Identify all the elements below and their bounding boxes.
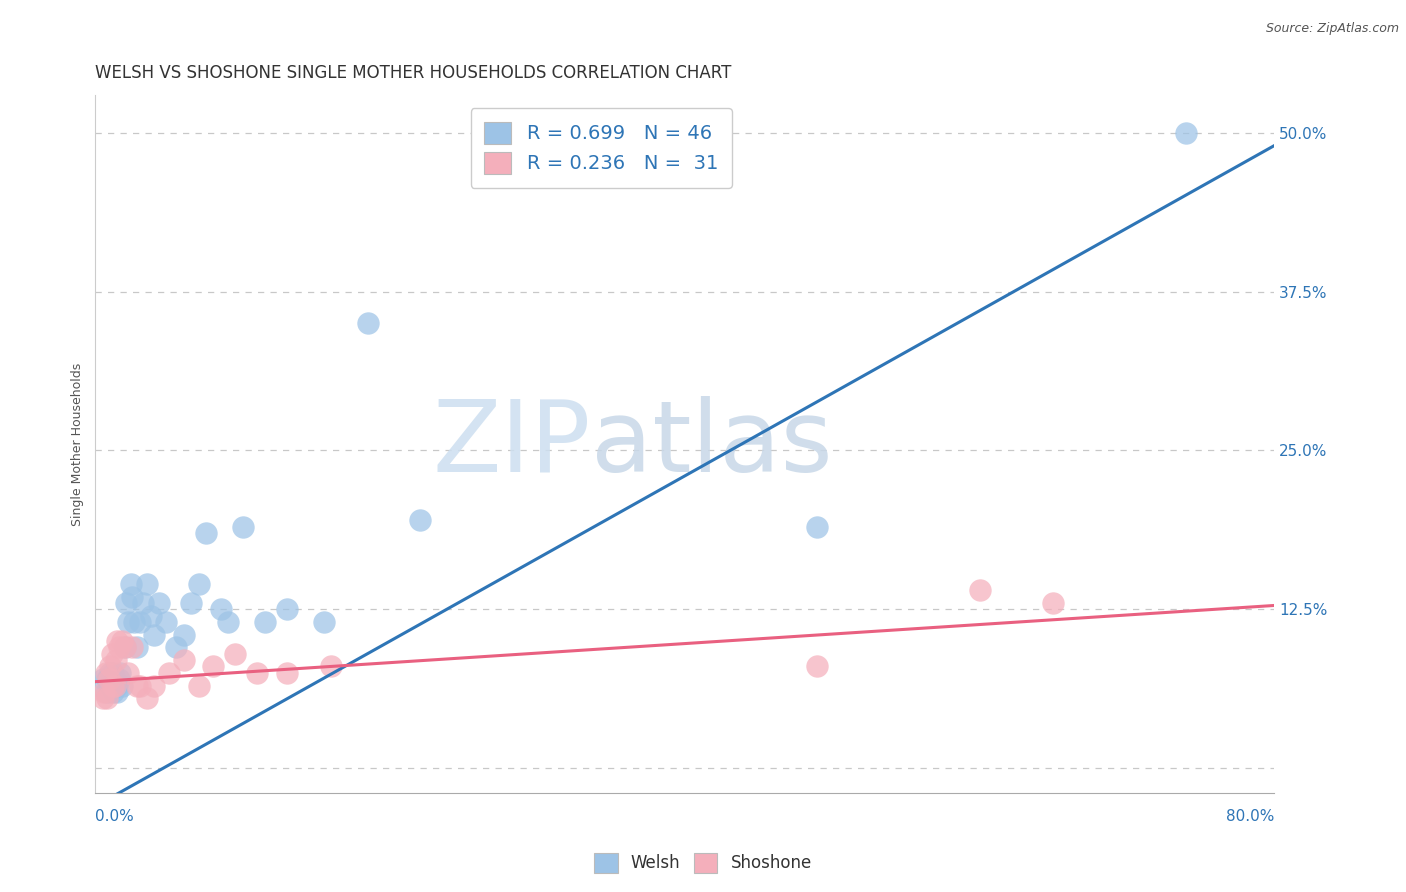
Point: [110, 665, 132, 680]
Point: [103, 672, 125, 686]
Point: [100, 679, 122, 693]
Point: [101, 685, 124, 699]
Point: [209, 602, 232, 616]
Point: [94, 665, 117, 680]
Point: [357, 317, 380, 331]
Point: [107, 679, 129, 693]
Legend: Welsh, Shoshone: Welsh, Shoshone: [588, 847, 818, 880]
Point: [253, 615, 276, 629]
Point: [246, 665, 269, 680]
Point: [128, 615, 150, 629]
Point: [157, 665, 180, 680]
Point: [128, 679, 150, 693]
Point: [148, 596, 170, 610]
Point: [136, 691, 159, 706]
Point: [224, 647, 246, 661]
Point: [104, 653, 127, 667]
Legend: R = 0.699   N = 46, R = 0.236   N =  31: R = 0.699 N = 46, R = 0.236 N = 31: [471, 108, 733, 188]
Point: [115, 596, 138, 610]
Point: [969, 583, 991, 598]
Point: [141, 608, 163, 623]
Point: [111, 679, 134, 693]
Point: [100, 647, 122, 661]
Point: [97, 672, 120, 686]
Point: [806, 519, 828, 533]
Point: [121, 640, 143, 655]
Point: [96, 691, 118, 706]
Point: [120, 577, 142, 591]
Text: 0.0%: 0.0%: [96, 809, 134, 823]
Point: [121, 590, 143, 604]
Point: [165, 640, 187, 655]
Point: [103, 679, 125, 693]
Point: [276, 602, 298, 616]
Point: [143, 679, 166, 693]
Point: [111, 634, 134, 648]
Point: [806, 659, 828, 673]
Point: [232, 519, 254, 533]
Point: [312, 615, 335, 629]
Point: [1042, 596, 1064, 610]
Point: [408, 513, 430, 527]
Point: [96, 672, 118, 686]
Point: [131, 596, 153, 610]
Point: [143, 628, 166, 642]
Point: [125, 640, 148, 655]
Text: ZIP: ZIP: [432, 396, 591, 492]
Text: atlas: atlas: [591, 396, 832, 492]
Point: [114, 640, 136, 655]
Point: [136, 577, 159, 591]
Point: [91, 672, 114, 686]
Point: [103, 679, 125, 693]
Point: [321, 659, 343, 673]
Point: [122, 615, 145, 629]
Point: [94, 685, 117, 699]
Point: [180, 596, 202, 610]
Point: [91, 691, 114, 706]
Point: [107, 685, 129, 699]
Point: [97, 685, 120, 699]
Point: [194, 526, 217, 541]
Point: [107, 634, 129, 648]
Point: [217, 615, 239, 629]
Point: [173, 653, 195, 667]
Point: [173, 628, 195, 642]
Point: [98, 679, 121, 693]
Point: [187, 577, 209, 591]
Y-axis label: Single Mother Households: Single Mother Households: [72, 362, 84, 525]
Point: [104, 679, 127, 693]
Point: [187, 679, 209, 693]
Point: [108, 640, 131, 655]
Point: [155, 615, 177, 629]
Point: [117, 615, 139, 629]
Text: Source: ZipAtlas.com: Source: ZipAtlas.com: [1265, 22, 1399, 36]
Point: [276, 665, 298, 680]
Point: [101, 665, 124, 680]
Point: [1174, 126, 1197, 140]
Point: [98, 665, 121, 680]
Point: [117, 665, 139, 680]
Point: [93, 685, 115, 699]
Text: 80.0%: 80.0%: [1226, 809, 1274, 823]
Point: [202, 659, 225, 673]
Point: [114, 640, 136, 655]
Text: WELSH VS SHOSHONE SINGLE MOTHER HOUSEHOLDS CORRELATION CHART: WELSH VS SHOSHONE SINGLE MOTHER HOUSEHOL…: [96, 64, 731, 82]
Point: [101, 679, 124, 693]
Point: [98, 659, 121, 673]
Point: [108, 672, 131, 686]
Point: [125, 679, 148, 693]
